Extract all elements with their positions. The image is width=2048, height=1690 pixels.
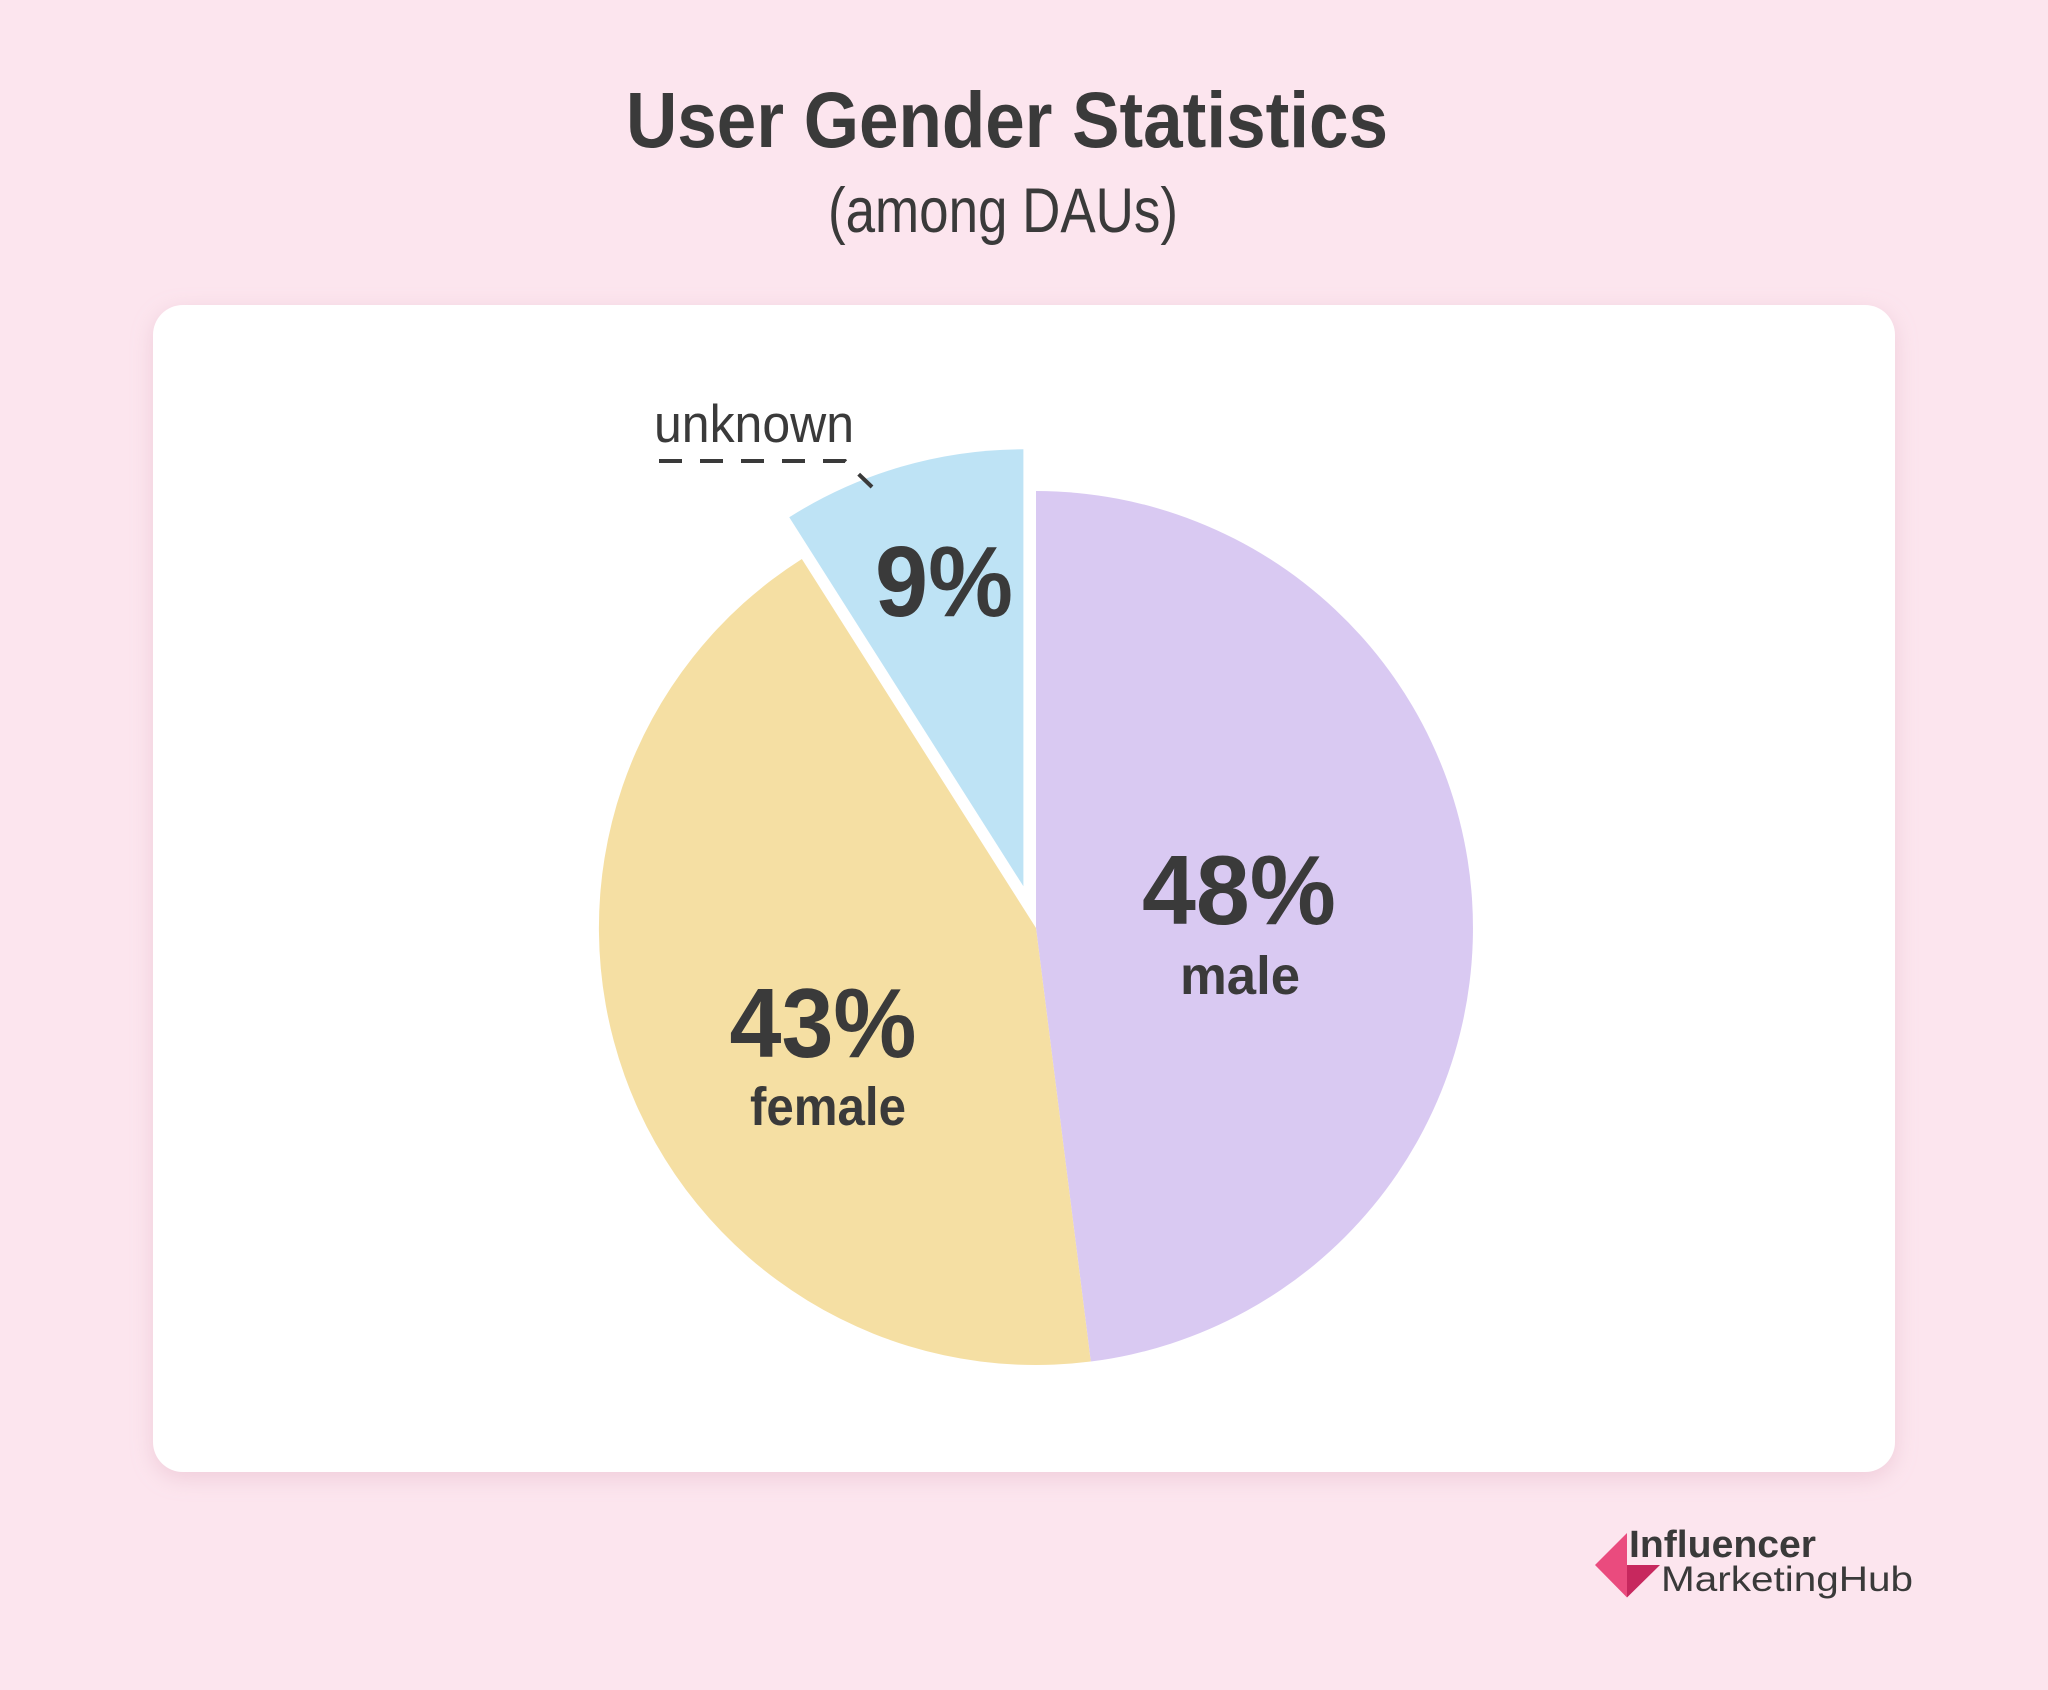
svg-text:43%: 43% xyxy=(730,968,917,1078)
svg-text:female: female xyxy=(750,1077,906,1137)
svg-text:48%: 48% xyxy=(1142,835,1336,945)
svg-text:unknown: unknown xyxy=(654,395,854,454)
svg-text:MarketingHub: MarketingHub xyxy=(1661,1560,1913,1599)
svg-text:9%: 9% xyxy=(875,526,1013,638)
svg-text:Influencer: Influencer xyxy=(1629,1524,1816,1566)
svg-text:(among DAUs): (among DAUs) xyxy=(828,176,1178,246)
svg-text:User Gender Statistics: User Gender Statistics xyxy=(626,75,1388,164)
svg-text:male: male xyxy=(1180,946,1300,1006)
